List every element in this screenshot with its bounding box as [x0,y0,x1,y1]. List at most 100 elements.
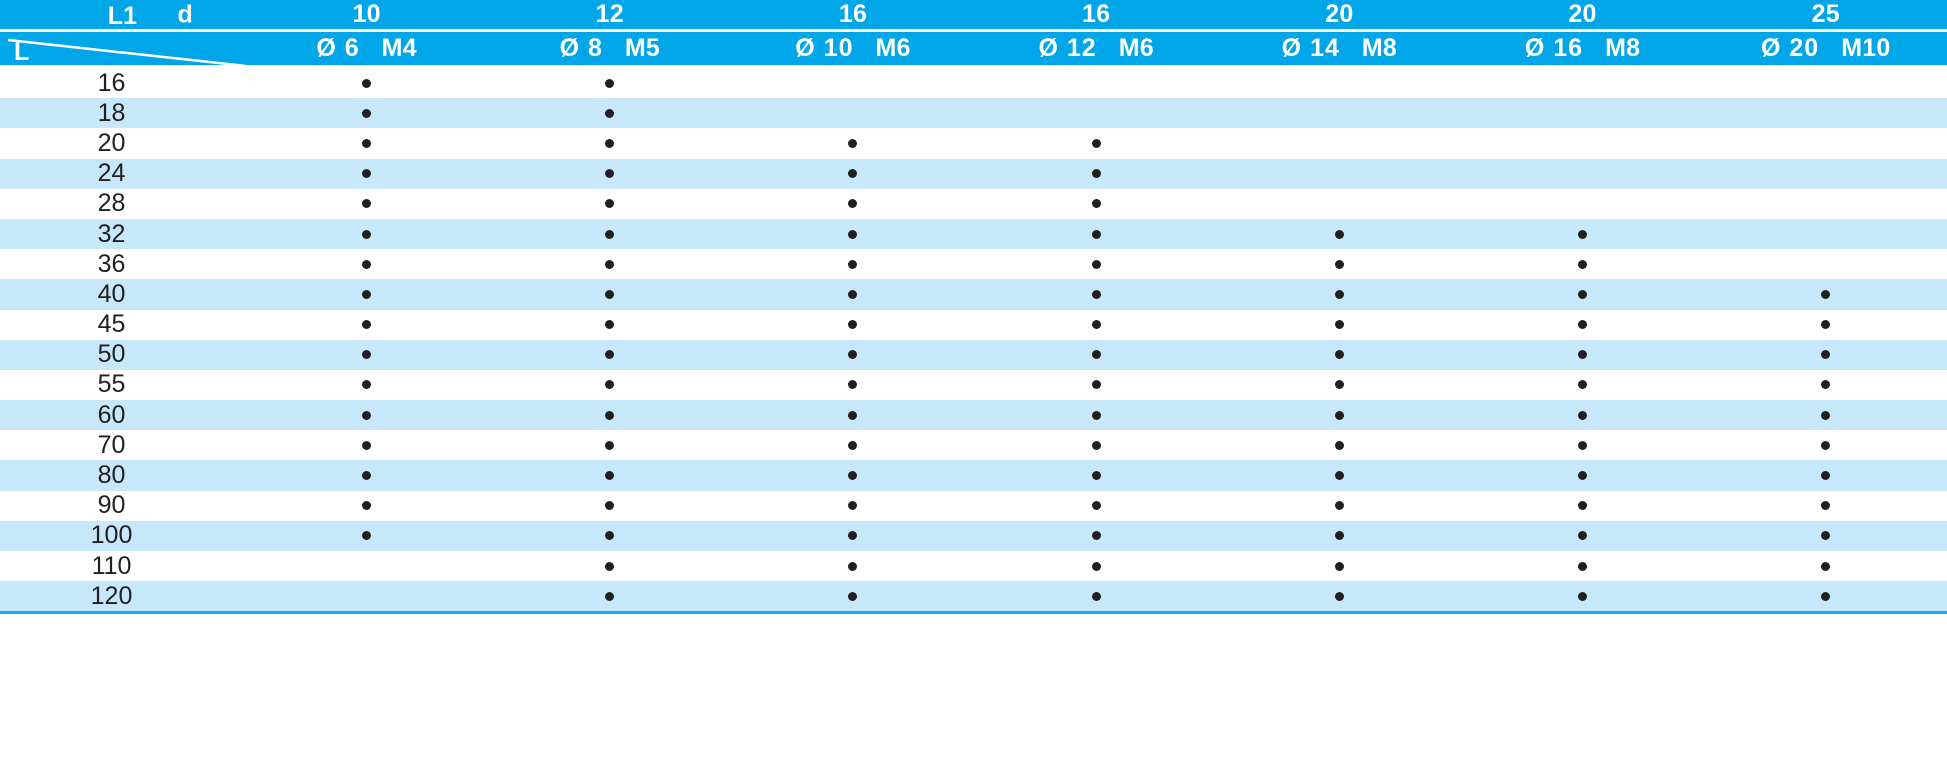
availability-cell [245,501,488,511]
availability-cell [1218,169,1461,178]
table-row: 60 [0,400,1947,431]
availability-empty [1578,169,1587,178]
table-row: 18 [0,98,1947,129]
availability-cell [975,320,1218,330]
availability-dot-icon [605,440,615,450]
availability-cell [1704,169,1947,178]
availability-cell [731,320,974,330]
availability-cell [1218,229,1461,239]
availability-dot-icon [362,380,372,390]
header-diameter-5: Ø 16 [1524,34,1584,62]
availability-cell [1218,289,1461,299]
availability-cell [975,471,1218,481]
header-thread-5: M8 [1605,34,1641,62]
availability-dot-icon [1578,350,1588,360]
availability-cell [1704,350,1947,360]
availability-cell [1704,139,1947,148]
availability-cell [245,531,488,541]
availability-empty [1335,79,1344,88]
header-l1-col-2: 16 [838,0,868,28]
availability-cell [731,109,974,118]
header-row-l1: L1 d 10 12 16 16 20 20 25 [0,0,1947,32]
header-dim-col-0: Ø 6 M4 [245,32,488,65]
availability-cell [488,229,731,239]
availability-dot-icon [1091,471,1101,481]
availability-cell [1461,380,1704,390]
availability-dot-icon [848,350,858,360]
availability-dot-icon [1821,380,1831,390]
availability-dot-icon [362,169,372,179]
availability-dot-icon [1821,531,1831,541]
availability-cell [975,169,1218,179]
availability-cell [488,169,731,179]
header-dim-col-2: Ø 10 M6 [731,32,974,65]
header-diameter-6: Ø 20 [1761,34,1820,62]
availability-cell [1218,440,1461,450]
availability-dot-icon [1091,229,1101,239]
availability-cell [488,108,731,118]
availability-dot-icon [1091,199,1101,209]
availability-dot-icon [1578,501,1588,511]
availability-cell [245,562,488,571]
availability-dot-icon [362,440,372,450]
availability-cell [731,501,974,511]
availability-cell [245,592,488,601]
availability-cell [1218,591,1461,601]
availability-dot-icon [1091,350,1101,360]
row-length-value: 70 [97,430,126,459]
availability-cell [488,531,731,541]
availability-cell [975,289,1218,299]
availability-dot-icon [1334,440,1344,450]
availability-dot-icon [1821,320,1831,330]
availability-cell [488,350,731,360]
availability-dot-icon [1578,531,1588,541]
availability-dot-icon [848,501,858,511]
availability-dot-icon [848,591,858,601]
availability-dot-icon [1821,440,1831,450]
availability-cell [488,289,731,299]
table-row: 16 [0,68,1947,99]
availability-cell [1704,501,1947,511]
header-thread-1: M5 [624,34,660,62]
availability-cell [245,289,488,299]
availability-dot-icon [605,259,615,269]
availability-cell [1218,350,1461,360]
header-l1-col-3: 16 [1082,0,1111,28]
availability-dot-icon [848,410,858,420]
availability-dot-icon [1334,289,1344,299]
availability-cell [1704,289,1947,299]
availability-cell [1461,350,1704,360]
header-row-dimensions: L Ø 6 M4 Ø 8 M5 Ø 10 M6 [0,32,1947,66]
corner-l-label: L [14,38,30,66]
availability-dot-icon [1091,501,1101,511]
availability-dot-icon [1091,531,1101,541]
availability-cell [488,259,731,269]
availability-cell [975,109,1218,118]
availability-dot-icon [605,138,615,148]
availability-dot-icon [605,108,615,118]
availability-cell [731,169,974,179]
availability-cell [488,138,731,148]
availability-cell [975,501,1218,511]
availability-dot-icon [1091,440,1101,450]
availability-cell [245,320,488,330]
availability-dot-icon [848,199,858,209]
header-diameter-2: Ø 10 [795,34,854,62]
availability-dot-icon [1091,410,1101,420]
availability-empty [362,592,371,601]
availability-dot-icon [1578,410,1588,420]
availability-dot-icon [1091,169,1101,179]
availability-cell [1461,109,1704,118]
availability-dot-icon [605,561,615,571]
table-row: 50 [0,339,1947,370]
availability-dot-icon [605,199,615,209]
row-length-value: 18 [97,98,126,127]
availability-dot-icon [1334,380,1344,390]
availability-cell [975,531,1218,541]
availability-dot-icon [1334,531,1344,541]
availability-dot-icon [1578,380,1588,390]
table-row: 80 [0,460,1947,491]
availability-dot-icon [1091,591,1101,601]
header-diameter-1: Ø 8 [559,34,603,62]
